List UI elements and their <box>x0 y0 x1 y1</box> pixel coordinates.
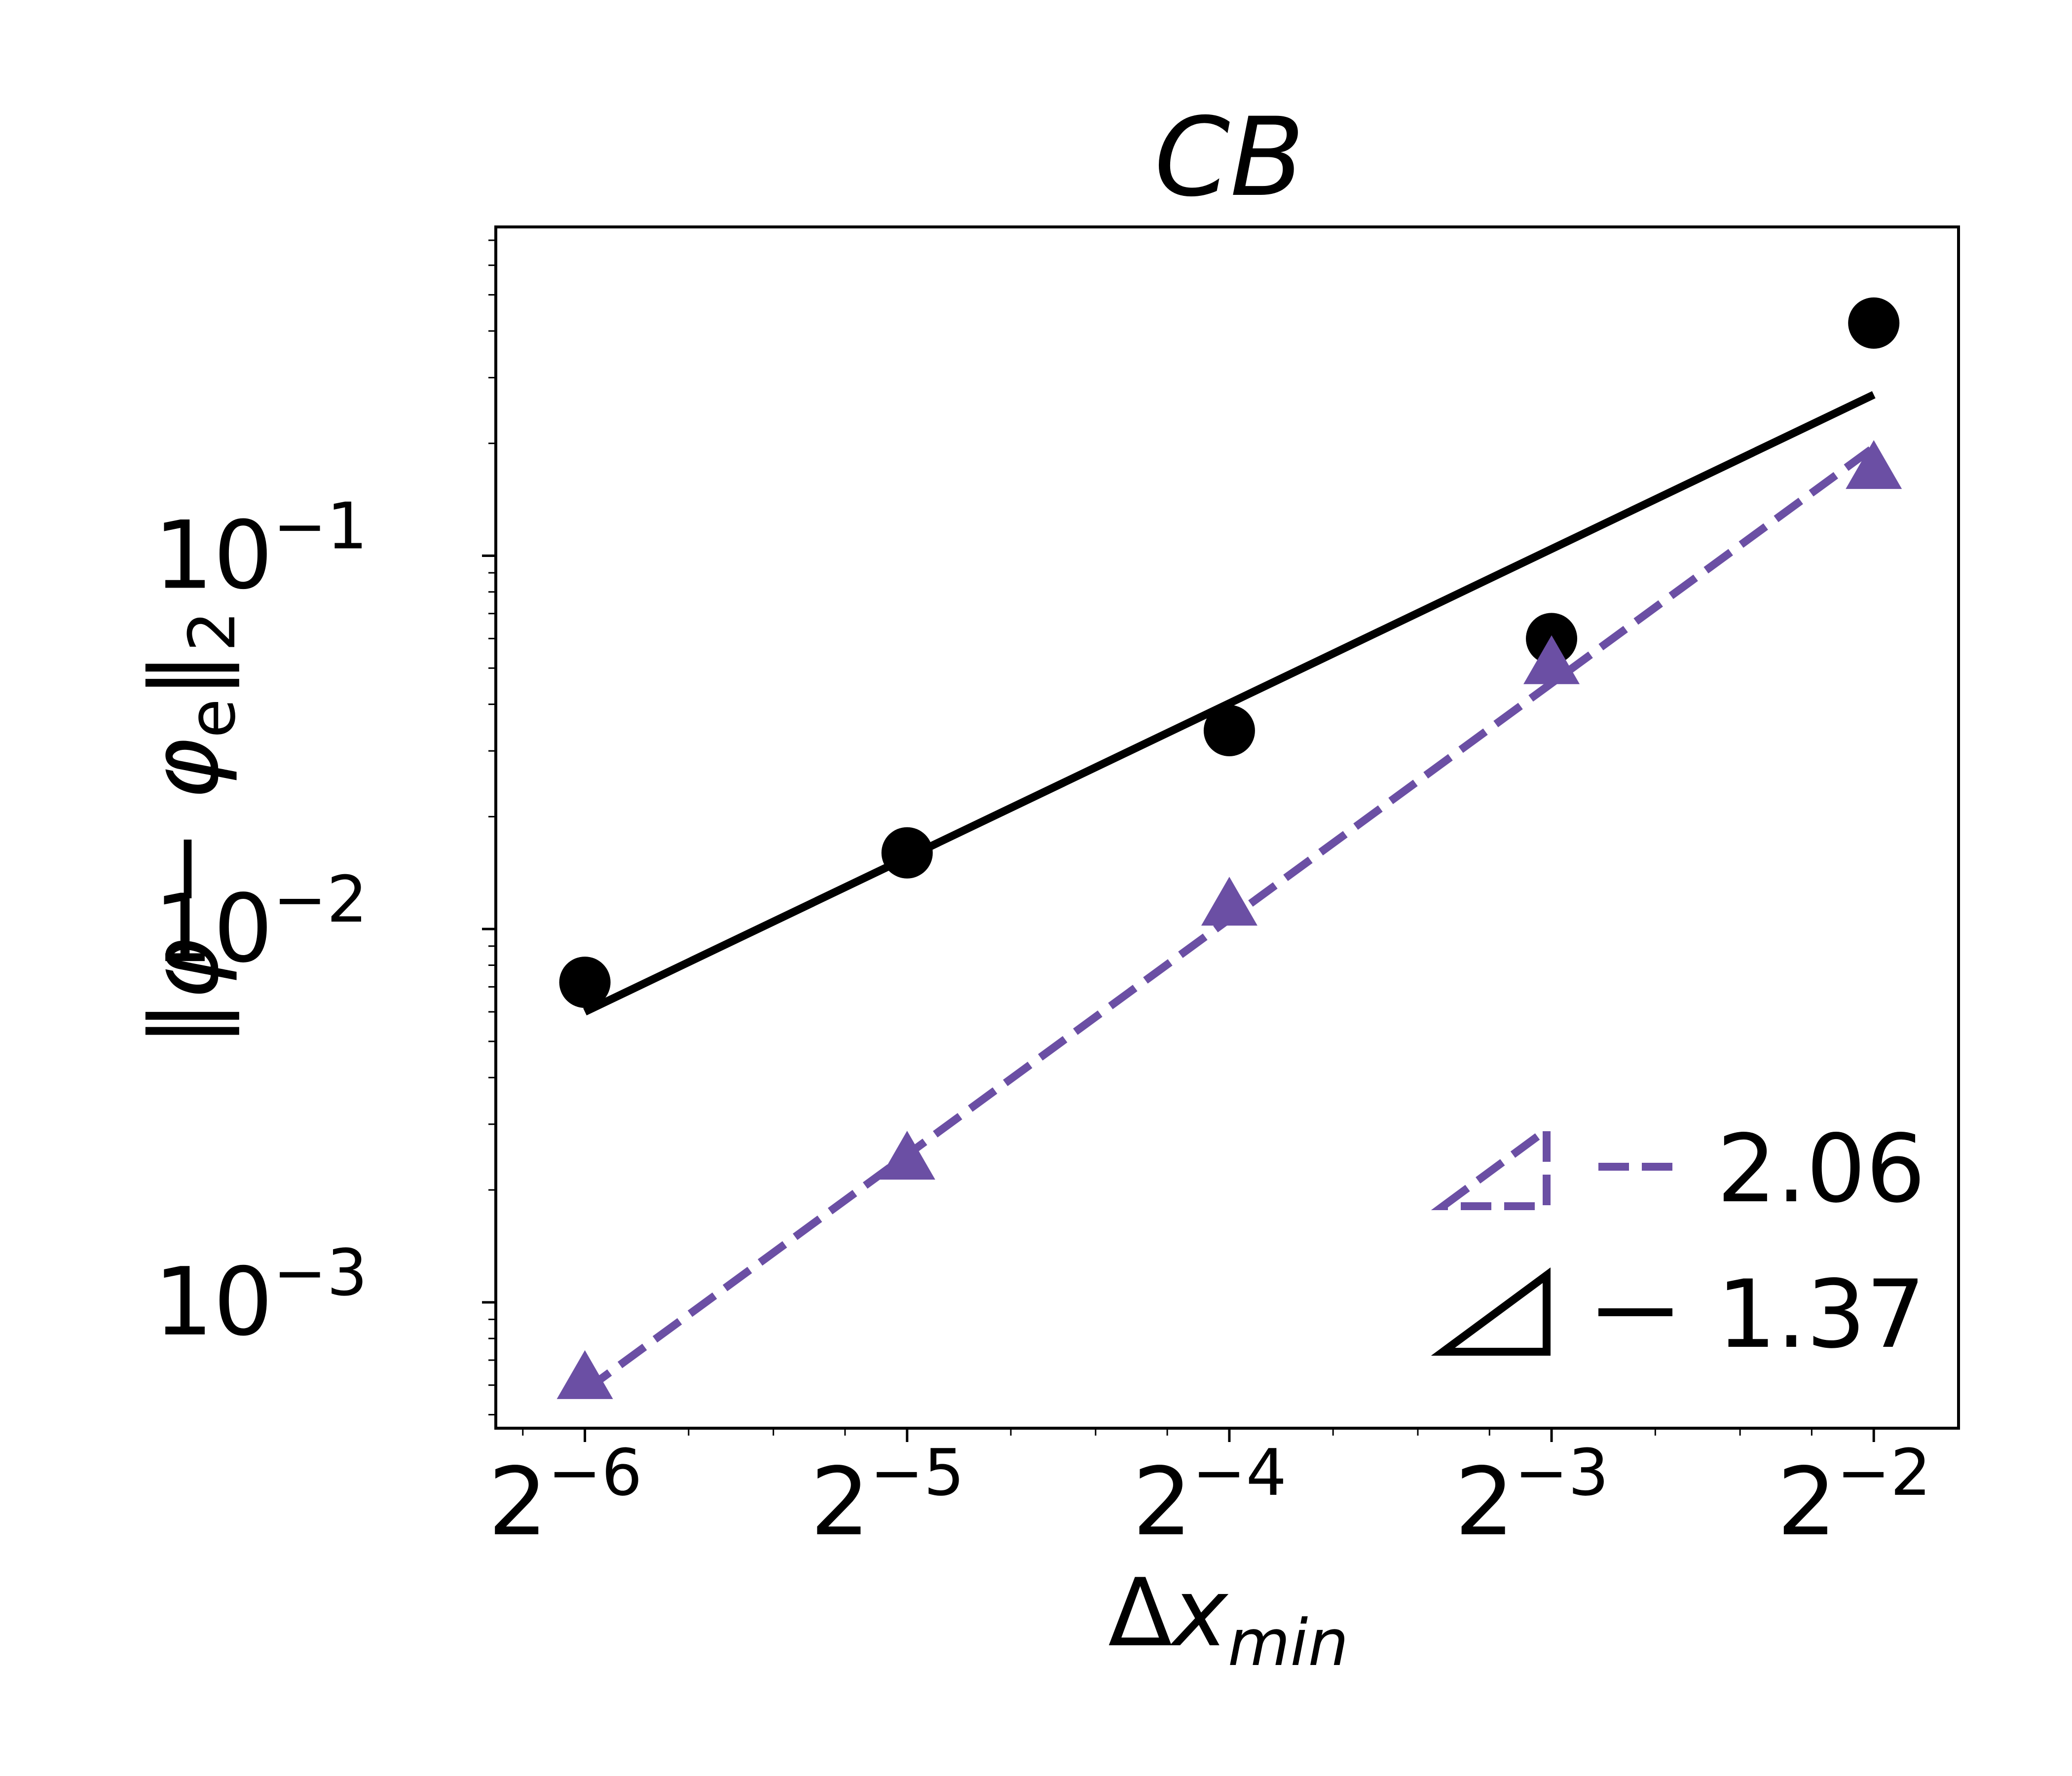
data-point-triangle <box>879 1131 935 1180</box>
x-axis-label: Δxmin <box>1108 1558 1349 1680</box>
x-tick-label: 2−6 <box>488 1435 642 1556</box>
x-tick-label: 2−5 <box>810 1435 964 1556</box>
legend-label: 1.37 <box>1717 1260 1925 1369</box>
fit-line-1.37 <box>583 391 1876 1016</box>
y-tick-label: 10−3 <box>154 1235 368 1357</box>
data-point-circle <box>559 957 611 1008</box>
x-axis: 2−6 2−5 2−4 2−3 2−2 <box>488 1428 1931 1556</box>
legend-slope-triangle <box>1431 1122 1551 1210</box>
legend-label: 2.06 <box>1717 1114 1925 1223</box>
data-point-triangle <box>1201 877 1258 926</box>
y-axis-label: ‖φ − φe‖2 <box>130 611 250 1046</box>
legend: 2.06 1.37 <box>1431 1114 1925 1369</box>
data-point-circle <box>1203 704 1255 756</box>
y-axis: 10−3 10−2 10−1 <box>154 239 496 1416</box>
data-point-circle <box>881 827 933 879</box>
y-tick-label: 10−2 <box>154 862 368 983</box>
x-tick-label: 2−2 <box>1777 1435 1931 1556</box>
y-tick-label: 10−1 <box>154 488 368 610</box>
x-tick-label: 2−4 <box>1133 1435 1287 1556</box>
plot-frame <box>494 225 1960 1430</box>
x-tick-label: 2−3 <box>1455 1435 1609 1556</box>
chart-title: CB <box>1154 94 1305 221</box>
plot-area <box>556 297 1902 1399</box>
data-point-triangle <box>556 1350 613 1399</box>
data-point-circle <box>1848 297 1900 349</box>
legend-slope-triangle <box>1431 1267 1551 1356</box>
data-point-triangle <box>1523 635 1580 684</box>
data-point-triangle <box>1846 440 1902 489</box>
